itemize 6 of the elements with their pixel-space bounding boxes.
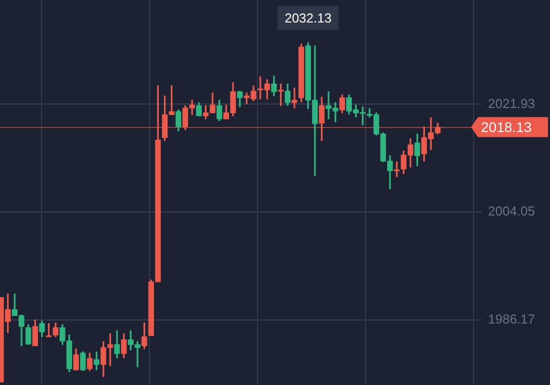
annotation: 2032.13 bbox=[284, 10, 332, 26]
y-tick-label: 2021.93 bbox=[488, 96, 535, 111]
y-tick-label: 2004.05 bbox=[488, 204, 535, 219]
ref-line-label: 2018.13 bbox=[481, 119, 532, 136]
candlestick bbox=[292, 88, 298, 108]
y-tick-label: 1986.17 bbox=[488, 312, 535, 327]
